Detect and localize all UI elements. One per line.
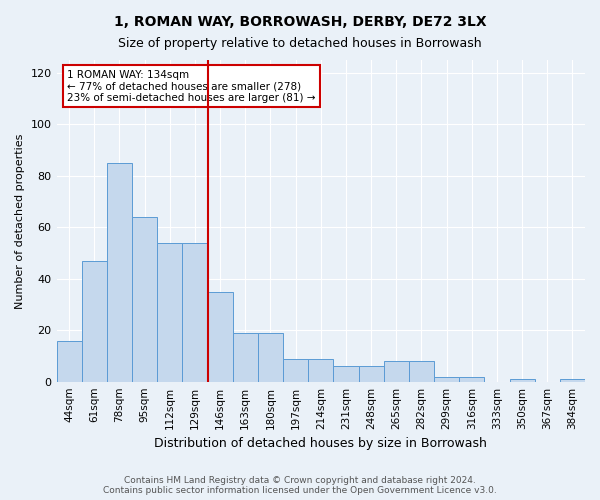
Bar [56,340,82,382]
Text: 1, ROMAN WAY, BORROWASH, DERBY, DE72 3LX: 1, ROMAN WAY, BORROWASH, DERBY, DE72 3LX [113,15,487,29]
Bar [409,361,434,382]
Bar [132,217,157,382]
Bar [208,292,233,382]
Bar [82,260,107,382]
Bar [383,361,409,382]
Bar [258,333,283,382]
Bar [359,366,383,382]
Bar [182,242,208,382]
Text: Size of property relative to detached houses in Borrowash: Size of property relative to detached ho… [118,38,482,51]
Bar [509,379,535,382]
X-axis label: Distribution of detached houses by size in Borrowash: Distribution of detached houses by size … [154,437,487,450]
Text: Contains HM Land Registry data © Crown copyright and database right 2024.
Contai: Contains HM Land Registry data © Crown c… [103,476,497,495]
Bar [334,366,359,382]
Bar [107,163,132,382]
Bar [560,379,585,382]
Bar [434,376,459,382]
Bar [459,376,484,382]
Y-axis label: Number of detached properties: Number of detached properties [15,133,25,308]
Bar [157,242,182,382]
Bar [283,358,308,382]
Bar [308,358,334,382]
Bar [233,333,258,382]
Text: 1 ROMAN WAY: 134sqm
← 77% of detached houses are smaller (278)
23% of semi-detac: 1 ROMAN WAY: 134sqm ← 77% of detached ho… [67,70,316,103]
